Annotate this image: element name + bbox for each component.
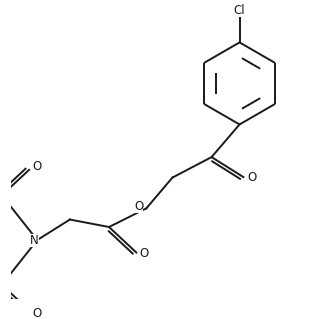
Text: N: N — [30, 234, 39, 247]
Text: O: O — [140, 247, 149, 260]
Text: O: O — [134, 200, 143, 213]
Text: Cl: Cl — [234, 4, 245, 17]
Text: O: O — [33, 307, 42, 319]
Text: O: O — [33, 160, 42, 173]
Text: O: O — [247, 171, 256, 184]
